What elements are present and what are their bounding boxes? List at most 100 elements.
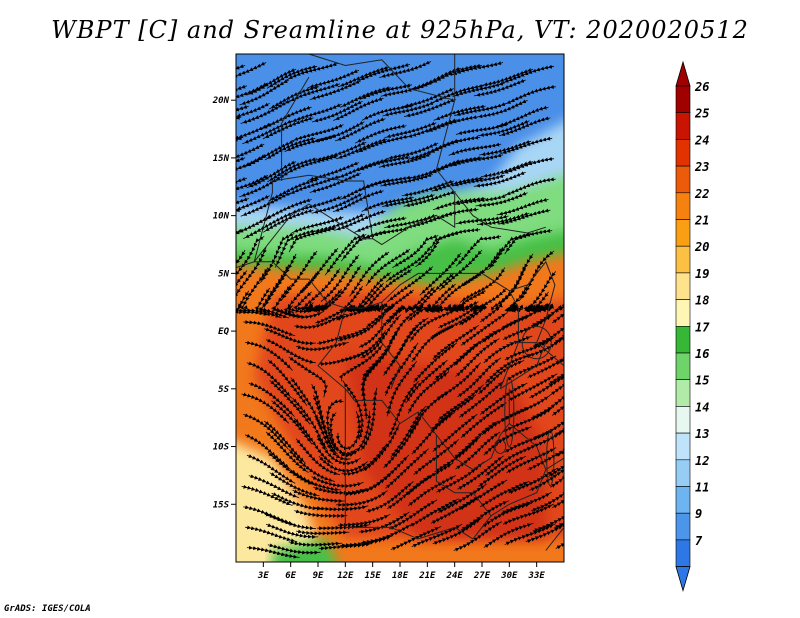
streamline xyxy=(550,460,564,488)
streamline xyxy=(518,250,555,302)
streamline xyxy=(552,480,564,509)
colorbar-swatch xyxy=(675,352,691,381)
lon-tick-label: 3E xyxy=(257,571,269,581)
streamline xyxy=(430,227,481,249)
lake-outline xyxy=(521,325,552,360)
lat-tick-label: 20N xyxy=(212,96,230,106)
streamline xyxy=(426,207,479,223)
colorbar-swatch xyxy=(675,379,691,407)
colorbar-label: 12 xyxy=(695,454,709,468)
border-line xyxy=(236,261,309,280)
colorbar-swatch xyxy=(675,486,691,514)
streamlines xyxy=(236,60,564,559)
colorbar-label: 11 xyxy=(695,481,709,495)
colorbar-top-arrow xyxy=(675,60,691,87)
colorbar-swatch xyxy=(675,192,691,220)
streamline xyxy=(553,408,564,437)
streamline xyxy=(551,386,564,416)
colorbar-label: 15 xyxy=(695,374,709,388)
border-line xyxy=(253,181,273,262)
border-line xyxy=(253,203,373,263)
streamline xyxy=(504,228,553,255)
lake-outline xyxy=(494,439,507,454)
colorbar-label: 24 xyxy=(694,133,709,147)
colorbar-label: 16 xyxy=(695,347,709,361)
lon-tick-label: 21E xyxy=(418,571,436,581)
lat-tick-label: 10N xyxy=(213,212,230,222)
streamline xyxy=(379,60,432,78)
lat-tick-label: 5S xyxy=(218,385,229,395)
streamline xyxy=(236,115,242,140)
border-line xyxy=(308,54,456,101)
colorbar-swatch xyxy=(675,245,691,274)
streamline xyxy=(550,368,564,396)
colorbar: 26 25 24 23 22 21 20 19 18 17 16 15 14 13 12 11 9 7 xyxy=(675,60,710,593)
colorbar-label: 26 xyxy=(694,80,709,94)
lon-tick-label: 15E xyxy=(365,571,382,581)
streamline xyxy=(236,61,267,84)
colorbar-label: 17 xyxy=(695,320,710,334)
colorbar-label: 25 xyxy=(694,107,709,121)
lon-tick-label: 24E xyxy=(446,571,464,581)
lon-tick-label: 33E xyxy=(528,571,546,581)
border-line xyxy=(344,388,547,540)
border-line xyxy=(545,457,564,551)
map-title: WBPT [C] and Sreamline at 925hPa, VT: 20… xyxy=(51,16,749,44)
colorbar-label: 13 xyxy=(695,427,709,441)
lon-tick-label: 27E xyxy=(473,571,491,581)
lon-tick-label: 30E xyxy=(500,571,518,581)
colorbar-swatch xyxy=(675,85,691,114)
lake-outline xyxy=(504,376,515,448)
latitude-axis: 20N 15N 10N 5N EQ 5S 10S 15S xyxy=(212,96,236,510)
lat-tick-label: 15S xyxy=(213,500,230,510)
streamline xyxy=(450,61,504,76)
streamline xyxy=(342,380,365,440)
border-line xyxy=(435,435,492,517)
streamline xyxy=(236,235,265,283)
colorbar-label: 18 xyxy=(695,294,709,308)
streamline xyxy=(267,543,321,555)
colorbar-swatch xyxy=(675,112,691,140)
streamline xyxy=(264,327,316,346)
lat-tick-label: EQ xyxy=(218,327,229,337)
colorbar-swatch xyxy=(675,272,691,300)
lat-tick-label: 15N xyxy=(213,154,230,164)
lon-tick-label: 6E xyxy=(285,571,296,581)
colorbar-label: 21 xyxy=(694,214,709,228)
colorbar-label: 23 xyxy=(694,160,709,174)
lat-tick-label: 5N xyxy=(218,269,229,279)
streamline xyxy=(264,512,317,531)
colorbar-label: 20 xyxy=(694,240,709,254)
colorbar-label: 19 xyxy=(695,267,709,281)
border-line xyxy=(308,272,519,389)
streamline xyxy=(504,84,556,105)
streamline xyxy=(501,156,555,175)
streamline xyxy=(496,197,549,216)
streamline xyxy=(548,358,564,385)
grads-credit: GrADS: IGES/COLA xyxy=(4,604,91,614)
streamline xyxy=(548,450,564,477)
lake-outline xyxy=(546,429,555,487)
colorbar-label: 7 xyxy=(695,534,703,548)
colorbar-label: 22 xyxy=(694,187,709,201)
lon-tick-label: 9E xyxy=(313,571,324,581)
streamline xyxy=(294,509,348,518)
longitude-axis: 3E 6E 9E 12E 15E 18E 21E 24E 27E 30E 33E xyxy=(257,562,545,581)
colorbar-label: 14 xyxy=(695,400,709,414)
colorbar-swatch xyxy=(675,219,691,247)
streamline xyxy=(296,529,350,536)
border-line xyxy=(272,100,456,246)
colorbar-label: 9 xyxy=(695,507,702,521)
border-line xyxy=(317,307,510,471)
streamline xyxy=(450,153,504,167)
lon-tick-label: 12E xyxy=(337,571,354,581)
colorbar-swatch xyxy=(675,459,691,487)
streamline xyxy=(504,177,556,196)
colorbar-bottom-arrow xyxy=(675,566,691,593)
streamline xyxy=(553,504,564,529)
border-line xyxy=(499,342,547,390)
colorbar-swatch xyxy=(675,406,691,434)
border-line xyxy=(281,76,310,181)
colorbar-swatch xyxy=(675,432,691,461)
